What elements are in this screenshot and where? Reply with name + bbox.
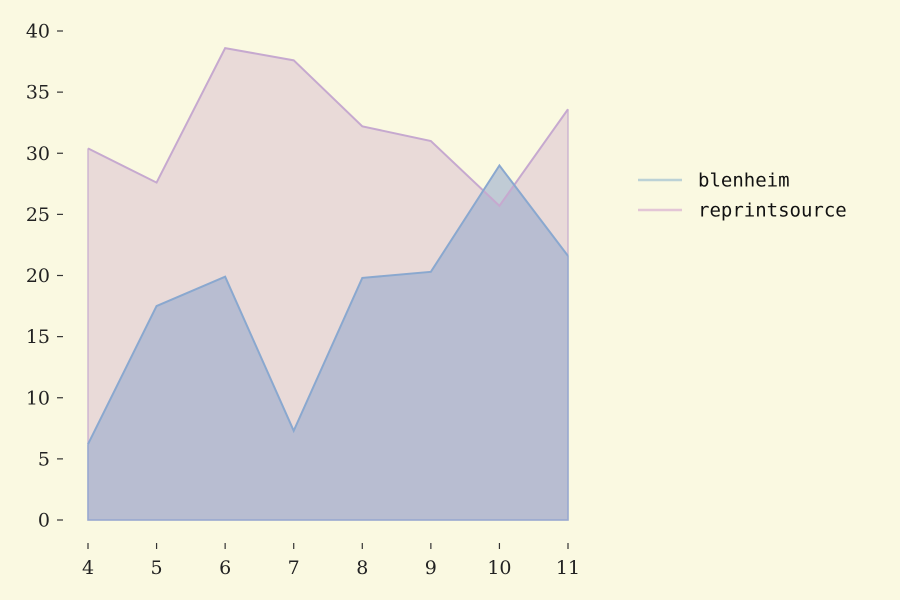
line-blenheim (87, 163, 569, 445)
x-tick-label: 9 (425, 557, 437, 579)
x-axis: 4 5 6 7 8 9 10 11 (82, 543, 580, 579)
y-tick-label: 15 (26, 326, 50, 348)
y-tick-label: 20 (26, 265, 50, 287)
legend-item-blenheim: blenheim (638, 170, 790, 192)
area-blenheim (88, 165, 568, 521)
y-tick-label: 0 (38, 510, 50, 532)
legend-item-reprintsource: reprintsource (638, 200, 847, 222)
legend: blenheim reprintsource (638, 170, 847, 222)
line-reprintsource (87, 46, 569, 208)
y-tick-label: 40 (26, 21, 50, 43)
x-tick-label: 11 (556, 557, 580, 579)
x-tick-label: 6 (219, 557, 231, 579)
y-tick-label: 35 (26, 82, 50, 104)
y-tick-label: 5 (38, 448, 50, 470)
legend-label: reprintsource (698, 200, 847, 222)
y-tick-label: 10 (26, 387, 50, 409)
series-lines (87, 46, 569, 521)
x-tick-label: 4 (82, 557, 94, 579)
x-tick-label: 10 (487, 557, 511, 579)
x-tick-label: 7 (288, 557, 300, 579)
legend-label: blenheim (698, 170, 790, 192)
y-tick-label: 30 (26, 143, 50, 165)
area-edge-blenheim (87, 255, 569, 521)
x-tick-label: 5 (151, 557, 163, 579)
series-areas (88, 48, 568, 521)
y-axis: 0 5 10 15 20 25 30 35 40 (26, 21, 63, 532)
x-tick-label: 8 (356, 557, 368, 579)
y-tick-label: 25 (26, 204, 50, 226)
